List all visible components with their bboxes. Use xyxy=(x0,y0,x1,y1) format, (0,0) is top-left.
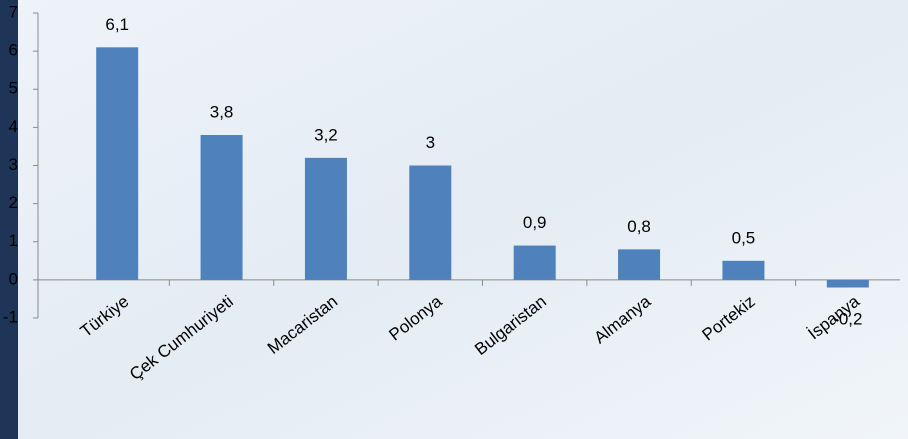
value-label: 3 xyxy=(426,133,435,152)
y-tick-label: 0 xyxy=(9,269,18,288)
y-tick-label: -1 xyxy=(3,307,18,326)
y-tick-label: 5 xyxy=(9,79,18,98)
bar xyxy=(200,135,243,280)
bar xyxy=(96,47,139,280)
bar xyxy=(513,245,556,280)
bar xyxy=(618,249,661,280)
value-label: 3,8 xyxy=(210,102,234,121)
value-label: 0,9 xyxy=(523,213,547,232)
bar xyxy=(409,165,452,280)
y-tick-label: 4 xyxy=(9,117,18,136)
y-tick-label: 3 xyxy=(9,155,18,174)
value-label: 0,5 xyxy=(732,228,756,247)
value-label: 0,8 xyxy=(627,217,651,236)
bar xyxy=(826,279,869,288)
value-label: 3,2 xyxy=(314,125,338,144)
y-tick-label: 7 xyxy=(9,2,18,21)
bar xyxy=(304,157,347,280)
y-tick-label: 6 xyxy=(9,41,18,60)
value-label: -0,2 xyxy=(833,309,862,328)
y-tick-label: 1 xyxy=(9,231,18,250)
value-label: 6,1 xyxy=(105,15,129,34)
bar xyxy=(722,260,765,280)
y-tick-label: 2 xyxy=(9,193,18,212)
side-strip xyxy=(0,0,18,439)
